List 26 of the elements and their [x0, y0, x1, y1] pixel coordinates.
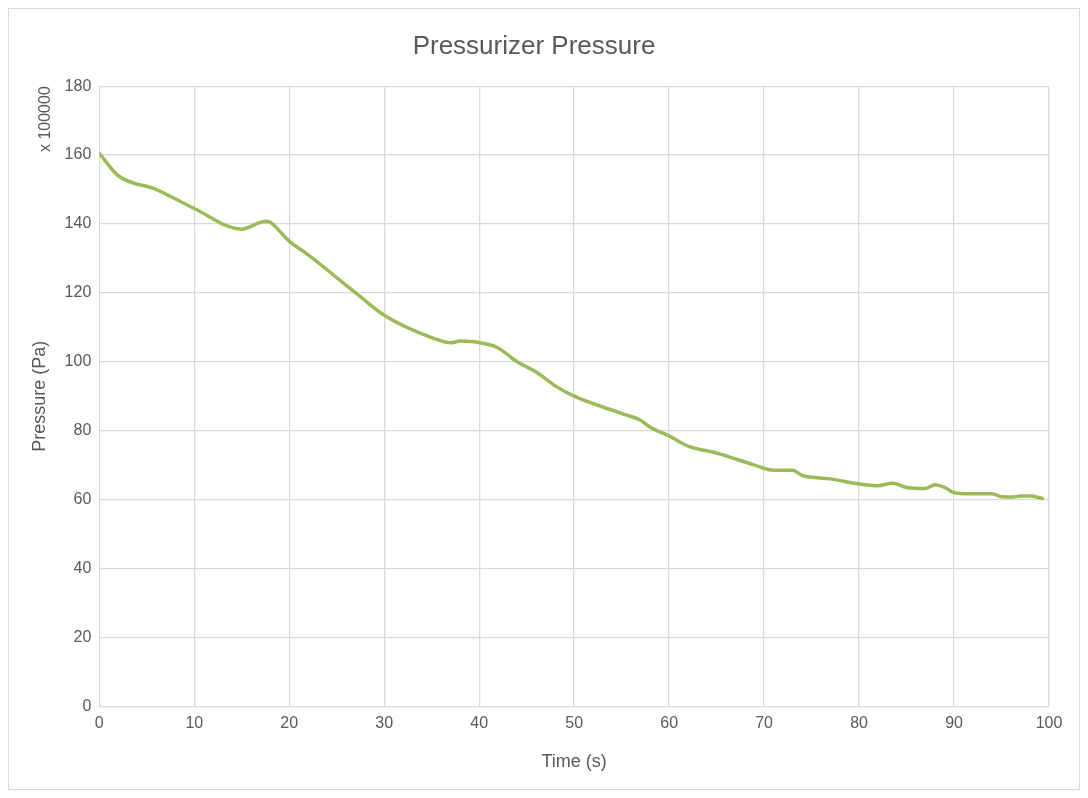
- x-tick-label: 50: [565, 714, 584, 732]
- chart-title: Pressurizer Pressure: [412, 29, 656, 60]
- y-tick-label: 20: [73, 627, 92, 645]
- line-series: [99, 151, 1045, 501]
- y-tick-label: 100: [64, 352, 92, 370]
- x-tick-label: 10: [185, 714, 204, 732]
- y-tick-label: 80: [73, 421, 92, 439]
- x-tick-label: 30: [375, 714, 394, 732]
- x-tick-label: 40: [470, 714, 489, 732]
- x-tick-label: 100: [1035, 714, 1063, 732]
- y-tick-label: 60: [73, 489, 92, 507]
- x-tick-label: 90: [945, 714, 964, 732]
- y-tick-label: 40: [73, 558, 92, 576]
- y-axis-title: Pressure (Pa): [28, 340, 49, 452]
- x-tick-label: 60: [660, 714, 679, 732]
- text: x 100000: [35, 86, 53, 153]
- x-tick-label: 20: [280, 714, 299, 732]
- y-tick-label: 180: [64, 76, 92, 94]
- y-tick-label: 0: [82, 696, 92, 714]
- x-axis-title: Time (s): [541, 751, 607, 772]
- y-tick-label: 160: [64, 145, 92, 163]
- x-tick-label: 80: [850, 714, 869, 732]
- y-tick-label: 140: [64, 214, 92, 232]
- x-tick-label: 0: [94, 714, 104, 732]
- y-tick-label: 120: [64, 283, 92, 301]
- x-tick-label: 70: [755, 714, 774, 732]
